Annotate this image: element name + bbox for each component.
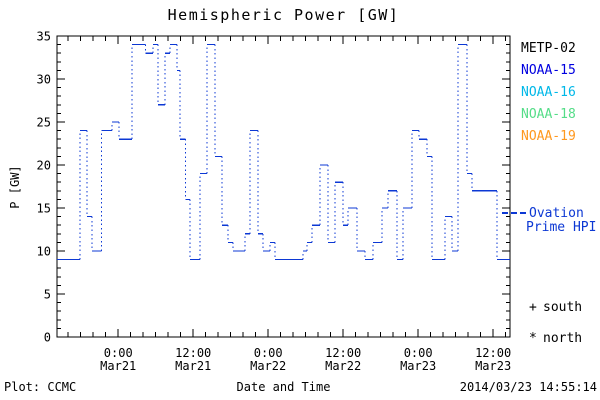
x-tick-label: 12:00 Mar22: [325, 346, 361, 373]
x-tick-label: 12:00 Mar21: [175, 346, 211, 373]
y-tick-label: 25: [37, 116, 51, 130]
legend-south-label: south: [543, 300, 583, 315]
y-tick-label: 5: [44, 288, 51, 302]
y-tick-label: 30: [37, 73, 51, 87]
legend-satellites: METP-02 NOAA-15 NOAA-16 NOAA-18 NOAA-19: [521, 42, 576, 152]
legend-north-label: north: [543, 331, 583, 346]
legend-north-marker: * north: [529, 331, 582, 346]
legend-satellite-noaa-16: NOAA-16: [521, 85, 576, 100]
footer-timestamp: 2014/03/23 14:55:14: [459, 380, 597, 394]
plus-marker-icon: +: [529, 300, 537, 315]
x-axis-title: Date and Time: [236, 380, 331, 394]
x-tick-label: 0:00 Mar23: [400, 346, 436, 373]
y-tick-label: 20: [37, 159, 51, 173]
hpi-trace-horizontal: [57, 44, 510, 261]
hpi-trace-vertical: [79, 44, 498, 260]
x-tick-label: 12:00 Mar23: [475, 346, 511, 373]
plot-frame: [56, 35, 511, 338]
asterisk-marker-icon: *: [529, 331, 537, 346]
plot-title: Hemispheric Power [GW]: [167, 6, 400, 24]
legend-satellite-noaa-15: NOAA-15: [521, 63, 576, 78]
legend-south-marker: + south: [529, 300, 582, 315]
y-tick-label: 35: [37, 30, 51, 44]
x-tick-label: 0:00 Mar22: [250, 346, 286, 373]
legend-ovation-line1: Ovation: [502, 207, 596, 220]
legend-ovation-label1: Ovation: [529, 206, 584, 221]
legend-ovation: Ovation Prime HPI: [502, 207, 596, 234]
y-tick-label: 15: [37, 202, 51, 216]
legend-ovation-label2: Prime HPI: [526, 220, 597, 235]
legend-satellite-noaa-19: NOAA-19: [521, 129, 576, 144]
dashed-line-marker: [502, 212, 526, 214]
legend-satellite-noaa-18: NOAA-18: [521, 107, 576, 122]
x-tick-label: 0:00 Mar21: [100, 346, 136, 373]
legend-satellite-metp-02: METP-02: [521, 41, 576, 56]
footer-source: Plot: CCMC: [4, 380, 77, 394]
y-tick-label: 10: [37, 245, 51, 259]
y-tick-label: 0: [44, 331, 51, 345]
